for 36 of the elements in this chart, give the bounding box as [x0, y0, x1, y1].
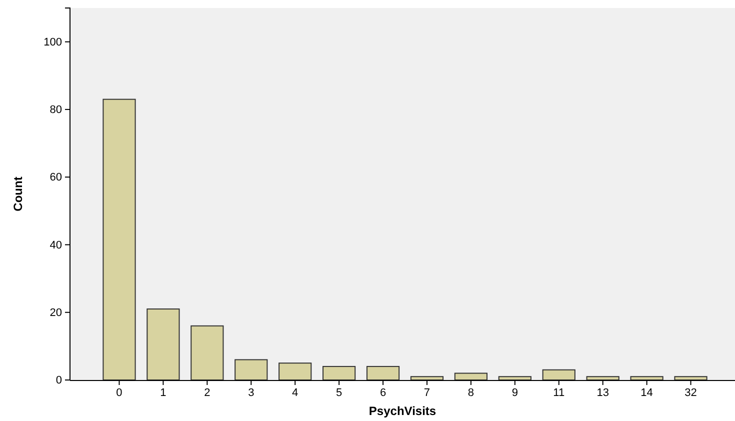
bar — [102, 98, 136, 380]
y-tick-label: 80 — [50, 104, 62, 116]
x-tick-label: 0 — [116, 386, 122, 399]
bar — [674, 376, 708, 380]
x-tick-label: 9 — [512, 386, 518, 399]
bar — [366, 366, 400, 380]
x-tick-label: 2 — [204, 386, 210, 399]
x-tick-label: 6 — [380, 386, 386, 399]
x-tick-label: 11 — [553, 386, 565, 399]
bar — [410, 376, 444, 380]
bar — [322, 366, 356, 380]
x-tick-label: 5 — [336, 386, 342, 399]
bar — [498, 376, 532, 380]
x-axis-title: PsychVisits — [368, 404, 436, 418]
bar — [190, 325, 224, 380]
y-tick-label: 60 — [50, 172, 62, 184]
y-tick-label: 0 — [56, 374, 62, 387]
x-tick-label: 3 — [248, 386, 254, 399]
x-tick-label: 1 — [160, 386, 166, 399]
x-tick-label: 4 — [292, 386, 298, 399]
y-tick-label: 20 — [50, 306, 62, 319]
y-tick-label: 40 — [50, 239, 62, 252]
y-axis-title: Count — [11, 176, 25, 212]
x-tick-label: 14 — [640, 386, 653, 399]
bar — [278, 362, 312, 380]
bar — [630, 376, 664, 380]
bar — [146, 308, 180, 380]
x-tick-label: 32 — [684, 386, 697, 399]
x-tick-label: 8 — [468, 386, 474, 399]
bar — [454, 372, 488, 380]
x-tick-label: 13 — [596, 386, 609, 399]
x-tick-label: 7 — [424, 386, 430, 399]
bar — [542, 369, 576, 380]
bar — [234, 359, 268, 380]
y-tick-label: 100 — [44, 36, 62, 48]
bar — [586, 376, 620, 380]
